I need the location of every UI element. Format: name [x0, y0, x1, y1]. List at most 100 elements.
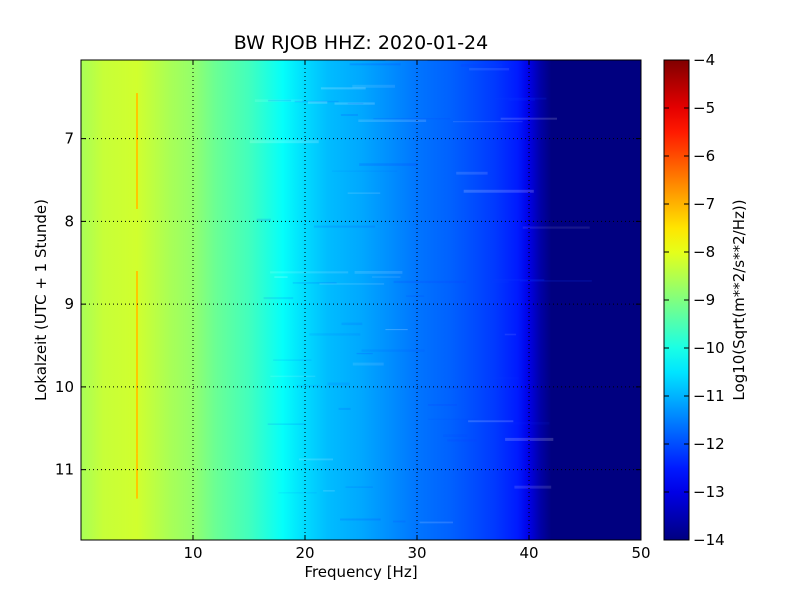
- noise-streak: [352, 362, 384, 366]
- chart-title: BW RJOB HHZ: 2020-01-24: [234, 32, 488, 54]
- noise-streak: [354, 271, 403, 274]
- noise-streak: [273, 359, 312, 361]
- noise-streak: [522, 226, 590, 229]
- colorbar-tick-label: −10: [693, 339, 725, 357]
- noise-streak: [508, 98, 535, 101]
- noise-streak: [320, 87, 366, 90]
- colorbar-tick-label: −13: [693, 483, 725, 501]
- noise-streak: [507, 421, 550, 425]
- noise-streak: [504, 333, 517, 336]
- y-tick-label: 11: [55, 461, 74, 479]
- plot-frame: [80, 59, 642, 541]
- noise-streaks: [249, 60, 592, 524]
- y-tick-label: 7: [64, 130, 74, 148]
- noise-streak: [352, 84, 395, 88]
- noise-streak: [406, 295, 425, 297]
- noise-streak: [313, 225, 376, 228]
- noise-streak: [263, 297, 294, 300]
- noise-streak: [385, 60, 428, 62]
- noise-streak: [492, 377, 519, 380]
- noise-streak: [274, 276, 288, 278]
- noise-streak: [254, 99, 303, 102]
- colorbar-tick-label: −6: [693, 147, 715, 165]
- x-tick-label: 50: [631, 544, 650, 562]
- noise-streak: [447, 387, 458, 389]
- noise-streak: [331, 170, 398, 172]
- noise-streak: [249, 140, 319, 144]
- noise-streak: [428, 404, 457, 406]
- x-axis-label: Frequency [Hz]: [304, 563, 417, 581]
- y-axis: 7 8 9 10 11: [55, 130, 641, 479]
- noise-streak: [356, 352, 373, 355]
- noise-streak: [463, 189, 534, 193]
- noise-streak: [256, 218, 271, 222]
- colorbar-tick-label: −7: [693, 195, 715, 213]
- noise-streak: [519, 280, 592, 282]
- noise-streak: [349, 63, 401, 66]
- noise-streak: [294, 100, 339, 103]
- x-tick-label: 10: [183, 544, 202, 562]
- noise-streak: [341, 322, 363, 326]
- x-tick-label: 30: [407, 544, 426, 562]
- noise-streak: [298, 458, 333, 461]
- noise-streak: [338, 407, 351, 410]
- noise-streak: [309, 333, 361, 336]
- noise-streak: [267, 423, 306, 425]
- colorbar-label: Log10(Sqrt(m**2/s**2/Hz)): [730, 199, 748, 400]
- noise-streak: [493, 279, 545, 281]
- noise-streak: [270, 375, 316, 378]
- spectrum-background: [81, 60, 641, 540]
- y-tick-label: 8: [64, 212, 74, 230]
- noise-streak: [469, 68, 510, 71]
- colorbar-tick-label: −4: [693, 51, 715, 69]
- noise-streak: [393, 280, 466, 284]
- noise-streak: [347, 102, 364, 105]
- noise-streak: [319, 283, 385, 285]
- noise-streak: [340, 518, 381, 521]
- colorbar-tick-label: −5: [693, 99, 715, 117]
- noise-streak: [327, 382, 350, 386]
- colorbar-tick-label: −14: [693, 531, 725, 549]
- noise-streak: [514, 485, 552, 489]
- noise-streak: [428, 418, 478, 420]
- noise-streak: [278, 492, 317, 494]
- colorbar-tick-label: −9: [693, 291, 715, 309]
- colorbar-ticks: −4 −5 −6 −7 −8 −9 −10 −11 −12 −13 −14: [664, 51, 725, 549]
- noise-streak: [385, 329, 408, 331]
- noise-streak: [296, 384, 321, 387]
- colorbar-tick-label: −12: [693, 435, 725, 453]
- y-tick-label: 10: [55, 378, 74, 396]
- noise-streak: [447, 439, 477, 442]
- noise-streak: [500, 117, 557, 120]
- noise-streak: [393, 520, 406, 523]
- noise-streak: [361, 349, 425, 352]
- noise-streak: [460, 64, 503, 67]
- noise-streak: [359, 163, 418, 166]
- noise-streak: [268, 99, 292, 102]
- plot-area: [80, 59, 642, 541]
- noise-streak: [340, 114, 358, 116]
- x-tick-label: 40: [519, 544, 538, 562]
- y-axis-label: Lokalzeit (UTC + 1 Stunde): [32, 199, 50, 401]
- noise-streak: [491, 281, 509, 283]
- noise-streak: [453, 121, 523, 123]
- noise-streak: [468, 420, 514, 423]
- noise-streak: [292, 282, 337, 284]
- noise-streak: [345, 486, 373, 488]
- noise-streak: [443, 434, 468, 437]
- noise-streak: [372, 276, 401, 278]
- noise-streak: [456, 171, 488, 175]
- x-tick-label: 20: [295, 544, 314, 562]
- y-tick-label: 9: [64, 295, 74, 313]
- noise-streak: [358, 119, 427, 122]
- noise-streak: [505, 437, 554, 441]
- noise-streak: [323, 490, 335, 492]
- noise-streak: [270, 271, 349, 274]
- noise-streak: [495, 97, 547, 100]
- colorbar-tick-label: −8: [693, 243, 715, 261]
- noise-streak: [347, 192, 381, 194]
- grid-lines: [81, 60, 641, 540]
- colorbar: −4 −5 −6 −7 −8 −9 −10 −11 −12 −13 −14 Log10(Sqrt(m…: [663, 51, 748, 549]
- x-axis: 10 20 30 40 50: [183, 60, 651, 562]
